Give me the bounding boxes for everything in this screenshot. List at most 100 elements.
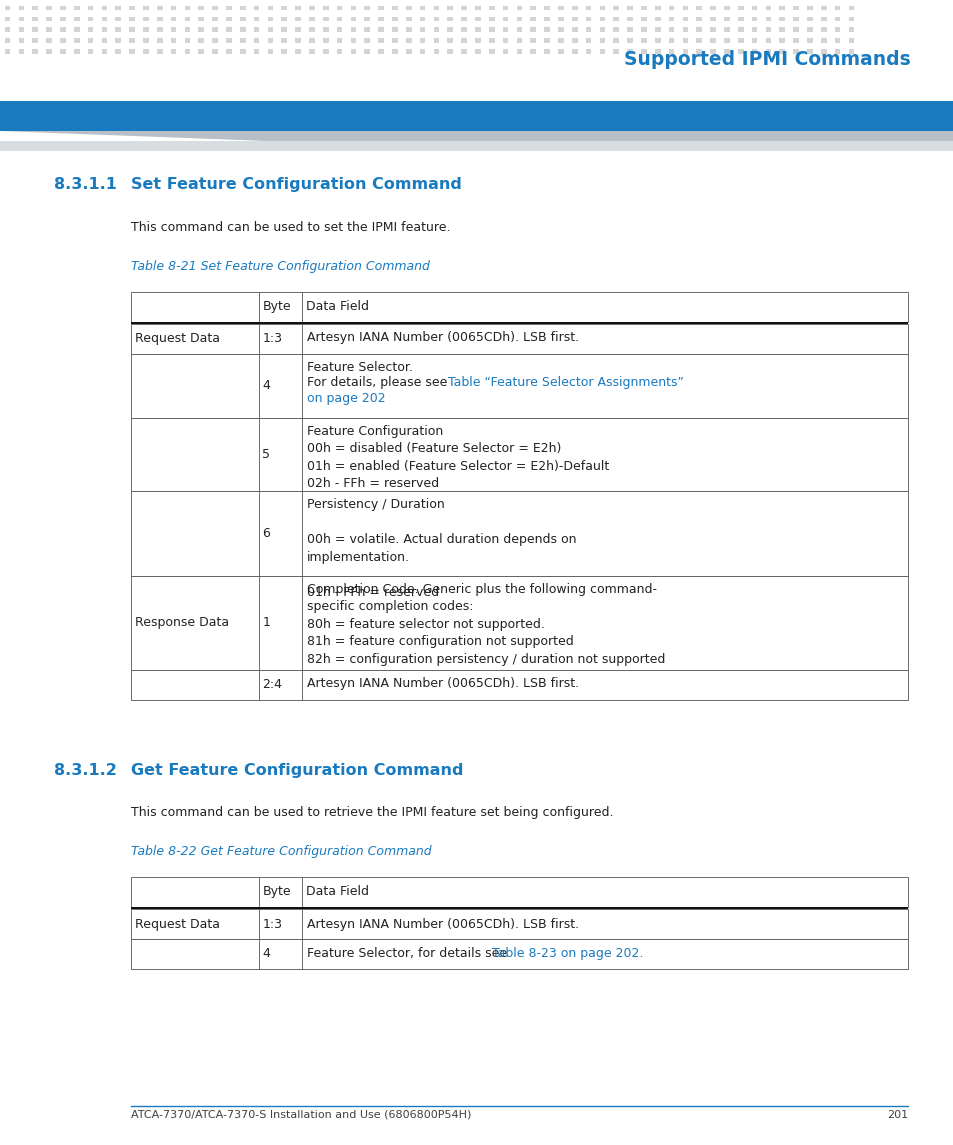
Bar xyxy=(0,101,953,131)
Bar xyxy=(364,49,370,54)
Bar xyxy=(723,39,729,42)
Bar xyxy=(682,6,688,10)
Bar xyxy=(516,27,522,32)
Bar xyxy=(447,49,453,54)
Bar xyxy=(668,27,674,32)
Bar xyxy=(530,49,536,54)
Bar xyxy=(820,6,825,10)
Bar xyxy=(613,39,618,42)
Bar xyxy=(32,49,38,54)
Bar xyxy=(336,6,342,10)
Bar xyxy=(60,49,66,54)
Bar xyxy=(447,6,453,10)
Bar xyxy=(475,49,480,54)
Bar xyxy=(19,16,25,21)
Bar xyxy=(253,27,259,32)
Bar xyxy=(171,6,176,10)
Bar xyxy=(834,27,840,32)
Text: 1: 1 xyxy=(262,616,270,630)
Bar xyxy=(377,49,383,54)
Bar xyxy=(19,39,25,42)
Bar xyxy=(682,16,688,21)
Bar xyxy=(419,39,425,42)
Text: Artesyn IANA Number (0065CDh). LSB first.: Artesyn IANA Number (0065CDh). LSB first… xyxy=(307,677,578,689)
Bar xyxy=(253,39,259,42)
Bar xyxy=(654,16,659,21)
Bar xyxy=(502,27,508,32)
Bar xyxy=(309,6,314,10)
Text: Byte: Byte xyxy=(262,885,291,899)
Bar xyxy=(143,39,149,42)
Bar xyxy=(516,16,522,21)
Bar xyxy=(834,6,840,10)
Bar xyxy=(253,6,259,10)
Bar xyxy=(848,39,854,42)
Text: 4: 4 xyxy=(262,947,270,961)
Bar xyxy=(516,6,522,10)
Bar xyxy=(834,49,840,54)
Bar xyxy=(585,49,591,54)
Bar xyxy=(419,6,425,10)
Bar xyxy=(820,49,825,54)
Bar xyxy=(530,39,536,42)
Bar xyxy=(585,27,591,32)
Bar xyxy=(543,16,549,21)
Bar xyxy=(19,27,25,32)
Bar xyxy=(156,39,162,42)
Bar xyxy=(640,16,646,21)
Bar xyxy=(156,16,162,21)
Bar xyxy=(309,27,314,32)
Text: 8.3.1.2: 8.3.1.2 xyxy=(54,763,117,777)
Bar xyxy=(751,27,757,32)
Bar xyxy=(198,39,204,42)
Text: 4: 4 xyxy=(262,379,270,393)
Bar xyxy=(530,16,536,21)
Bar xyxy=(627,27,633,32)
Text: Feature Selector, for details see: Feature Selector, for details see xyxy=(307,947,511,961)
Bar xyxy=(131,324,907,354)
Bar xyxy=(709,6,715,10)
Bar xyxy=(32,27,38,32)
Text: Byte: Byte xyxy=(262,300,291,314)
Bar xyxy=(88,27,93,32)
Bar xyxy=(475,6,480,10)
Bar xyxy=(88,39,93,42)
Bar xyxy=(143,16,149,21)
Bar xyxy=(46,27,51,32)
Bar xyxy=(253,16,259,21)
Bar xyxy=(447,16,453,21)
Bar xyxy=(295,39,301,42)
Bar xyxy=(848,27,854,32)
Bar xyxy=(74,6,80,10)
Bar xyxy=(281,16,287,21)
Bar xyxy=(572,6,578,10)
Bar xyxy=(131,354,907,418)
Bar xyxy=(226,6,232,10)
Bar xyxy=(5,39,10,42)
Bar xyxy=(240,6,246,10)
Bar xyxy=(309,16,314,21)
Bar xyxy=(598,39,605,42)
Bar xyxy=(364,6,370,10)
Bar xyxy=(212,27,217,32)
Bar xyxy=(668,39,674,42)
Text: This command can be used to retrieve the IPMI feature set being configured.: This command can be used to retrieve the… xyxy=(131,806,613,819)
Bar xyxy=(572,16,578,21)
Bar xyxy=(131,576,907,670)
Bar xyxy=(530,27,536,32)
Bar xyxy=(185,49,191,54)
Bar xyxy=(377,16,383,21)
Bar xyxy=(295,27,301,32)
Bar xyxy=(115,27,121,32)
Text: on page 202: on page 202 xyxy=(307,392,385,404)
Bar xyxy=(281,6,287,10)
Bar xyxy=(640,6,646,10)
Text: Artesyn IANA Number (0065CDh). LSB first.: Artesyn IANA Number (0065CDh). LSB first… xyxy=(307,917,578,931)
Text: 1:3: 1:3 xyxy=(262,917,282,931)
Text: Data Field: Data Field xyxy=(306,300,369,314)
Bar xyxy=(793,49,799,54)
Bar xyxy=(543,27,549,32)
Bar xyxy=(198,6,204,10)
Bar xyxy=(131,907,907,909)
Text: Persistency / Duration

00h = volatile. Actual duration depends on
implementatio: Persistency / Duration 00h = volatile. A… xyxy=(307,498,576,599)
